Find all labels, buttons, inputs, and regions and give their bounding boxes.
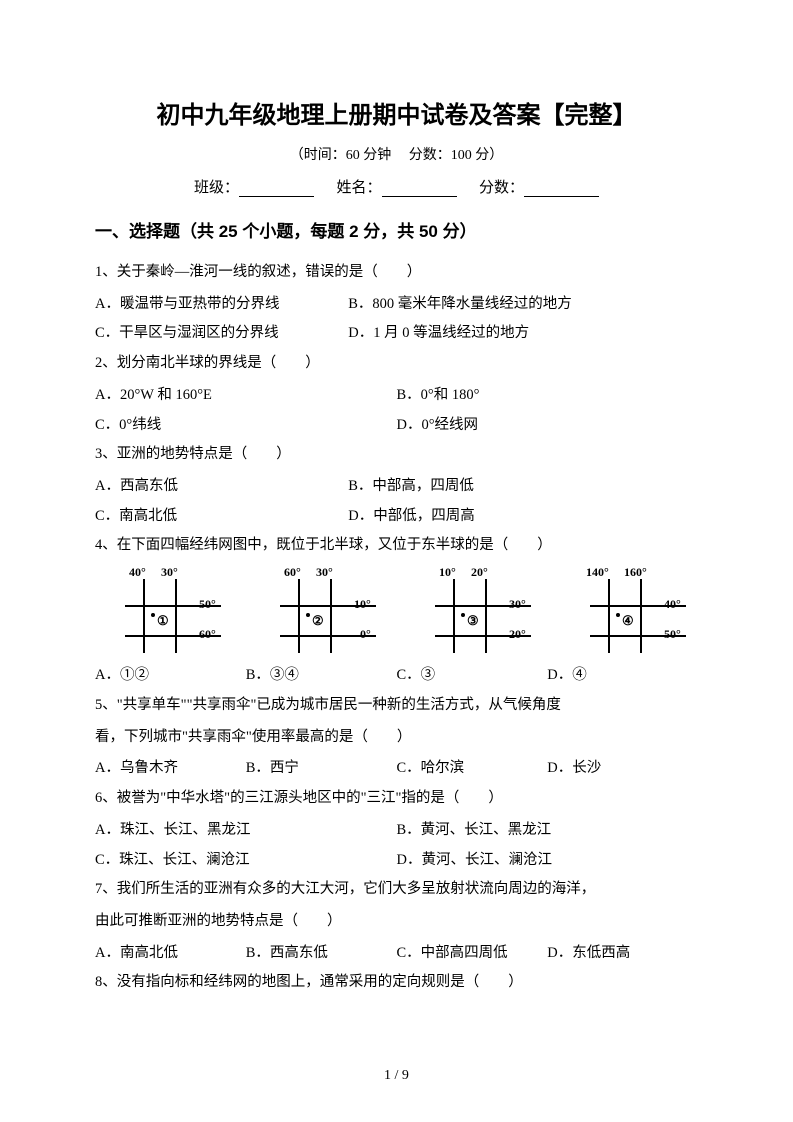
d4-r2: 50° [664,627,681,642]
q4-b: B．③④ [246,661,397,691]
d4-r1: 40° [664,597,681,612]
q7-c: C．中部高四周低 [397,939,548,969]
page-number: 1 / 9 [0,1068,793,1084]
d2-r2: 0° [360,627,371,642]
q5-d: D．长沙 [547,754,698,784]
q5-c: C．哈尔滨 [397,754,548,784]
q6-b: B．黄河、长江、黑龙江 [397,816,552,846]
label-name: 姓名： [336,180,381,196]
q7-stem1: 7、我们所生活的亚洲有众多的大江大河，它们大多呈放射状流向周边的海洋， [95,875,698,905]
q3-stem: 3、亚洲的地势特点是（ ） [95,440,698,470]
d1-tl: 40° [129,565,146,580]
d3-r2: 20° [509,627,526,642]
blank-class [239,181,314,197]
q5-b: B．西宁 [246,754,397,784]
label-class: 班级： [194,180,239,196]
q5-stem2: 看，下列城市"共享雨伞"使用率最高的是（ ） [95,723,698,753]
q7-b: B．西高东低 [246,939,397,969]
q8-stem: 8、没有指向标和经纬网的地图上，通常采用的定向规则是（ ） [95,968,698,998]
blank-name [382,181,457,197]
q5-stem1: 5、"共享单车""共享雨伞"已成为城市居民一种新的生活方式，从气候角度 [95,691,698,721]
d4-num: ④ [622,613,634,629]
q3-a: A．西高东低 [95,472,348,502]
d2-num: ② [312,613,324,629]
d1-r2: 60° [199,627,216,642]
page-title: 初中九年级地理上册期中试卷及答案【完整】 [95,95,698,130]
diagram-3: 10° 20° 30° 20° ③ [423,567,543,655]
q1-a: A．暖温带与亚热带的分界线 [95,290,348,320]
d3-r1: 30° [509,597,526,612]
d2-tl: 60° [284,565,301,580]
d3-tr: 20° [471,565,488,580]
q2-opts-cd: C．0°纬线 D．0°经线网 [95,411,698,441]
d4-tl: 140° [586,565,609,580]
d1-r1: 50° [199,597,216,612]
q2-opts-ab: A．20°W 和 160°E B．0°和 180° [95,381,698,411]
q3-c: C．南高北低 [95,502,348,532]
q2-a: A．20°W 和 160°E [95,381,397,411]
d4-tr: 160° [624,565,647,580]
diagram-1: 40° 30° 50° 60° ① [113,567,233,655]
q6-stem: 6、被誉为"中华水塔"的三江源头地区中的"三江"指的是（ ） [95,784,698,814]
q6-d: D．黄河、长江、澜沧江 [397,846,552,876]
q2-d: D．0°经线网 [397,411,479,441]
q1-d: D．1 月 0 等温线经过的地方 [348,319,529,349]
diagrams-row: 40° 30° 50° 60° ① 60° 30° 10° 0° ② 10° 2… [113,567,698,655]
d2-tr: 30° [316,565,333,580]
blank-score [524,181,599,197]
q7-opts: A．南高北低 B．西高东低 C．中部高四周低 D．东低西高 [95,939,698,969]
q4-opts: A．①② B．③④ C．③ D．④ [95,661,698,691]
info-row: 班级： 姓名： 分数： [95,176,698,197]
q4-stem: 4、在下面四幅经纬网图中，既位于北半球，又位于东半球的是（ ） [95,531,698,561]
diagram-2: 60° 30° 10° 0° ② [268,567,388,655]
q4-a: A．①② [95,661,246,691]
q1-c: C．干旱区与湿润区的分界线 [95,319,348,349]
q6-c: C．珠江、长江、澜沧江 [95,846,397,876]
q2-c: C．0°纬线 [95,411,397,441]
q6-a: A．珠江、长江、黑龙江 [95,816,397,846]
q6-opts-ab: A．珠江、长江、黑龙江 B．黄河、长江、黑龙江 [95,816,698,846]
q3-opts-cd: C．南高北低 D．中部低，四周高 [95,502,698,532]
q3-b: B．中部高，四周低 [348,472,474,502]
label-score: 分数： [479,180,524,196]
q2-stem: 2、划分南北半球的界线是（ ） [95,349,698,379]
diagram-4: 140° 160° 40° 50° ④ [578,567,698,655]
d3-num: ③ [467,613,479,629]
q4-c: C．③ [397,661,548,691]
d1-num: ① [157,613,169,629]
q1-b: B．800 毫米年降水量线经过的地方 [348,290,572,320]
q2-b: B．0°和 180° [397,381,480,411]
q7-a: A．南高北低 [95,939,246,969]
d3-tl: 10° [439,565,456,580]
q7-d: D．东低西高 [547,939,698,969]
q1-stem: 1、关于秦岭—淮河一线的叙述，错误的是（ ） [95,258,698,288]
q5-a: A．乌鲁木齐 [95,754,246,784]
q5-opts: A．乌鲁木齐 B．西宁 C．哈尔滨 D．长沙 [95,754,698,784]
d1-tr: 30° [161,565,178,580]
q6-opts-cd: C．珠江、长江、澜沧江 D．黄河、长江、澜沧江 [95,846,698,876]
q3-d: D．中部低，四周高 [348,502,474,532]
q4-d: D．④ [547,661,698,691]
subtitle: （时间：60 分钟 分数：100 分） [95,144,698,164]
q7-stem2: 由此可推断亚洲的地势特点是（ ） [95,907,698,937]
q3-opts-ab: A．西高东低 B．中部高，四周低 [95,472,698,502]
d2-r1: 10° [354,597,371,612]
q1-opts-cd: C．干旱区与湿润区的分界线 D．1 月 0 等温线经过的地方 [95,319,698,349]
section-heading: 一、选择题（共 25 个小题，每题 2 分，共 50 分） [95,217,698,242]
q1-opts-ab: A．暖温带与亚热带的分界线 B．800 毫米年降水量线经过的地方 [95,290,698,320]
